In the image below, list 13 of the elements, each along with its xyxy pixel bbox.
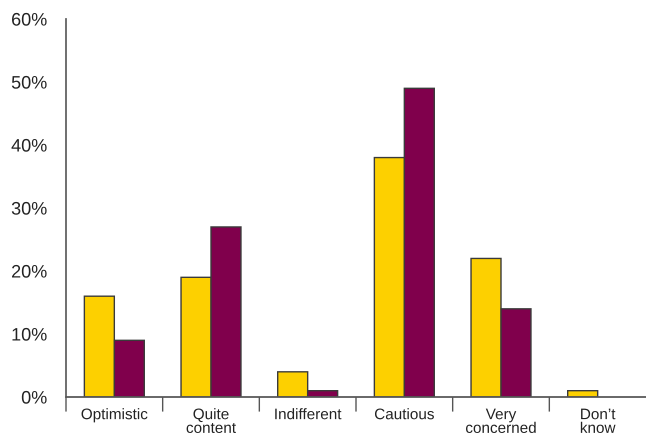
x-tick-label: Quite content — [186, 408, 236, 434]
x-tick-label: Don’t know — [580, 408, 616, 434]
x-tick-label: Optimistic — [82, 408, 148, 422]
y-tick-label: 10% — [12, 328, 47, 341]
x-tick-label: Indifferent — [275, 408, 342, 420]
y-tick-label: 20% — [12, 264, 47, 278]
x-tick-label: Cautious — [374, 408, 434, 420]
x-tick-label: Very concerned — [466, 408, 536, 434]
y-tick-label: 30% — [12, 202, 47, 215]
y-tick-label: 50% — [12, 76, 47, 89]
y-tick-label: 40% — [12, 138, 47, 152]
y-tick-label: 60% — [12, 12, 47, 26]
y-tick-label: 0% — [22, 390, 47, 404]
